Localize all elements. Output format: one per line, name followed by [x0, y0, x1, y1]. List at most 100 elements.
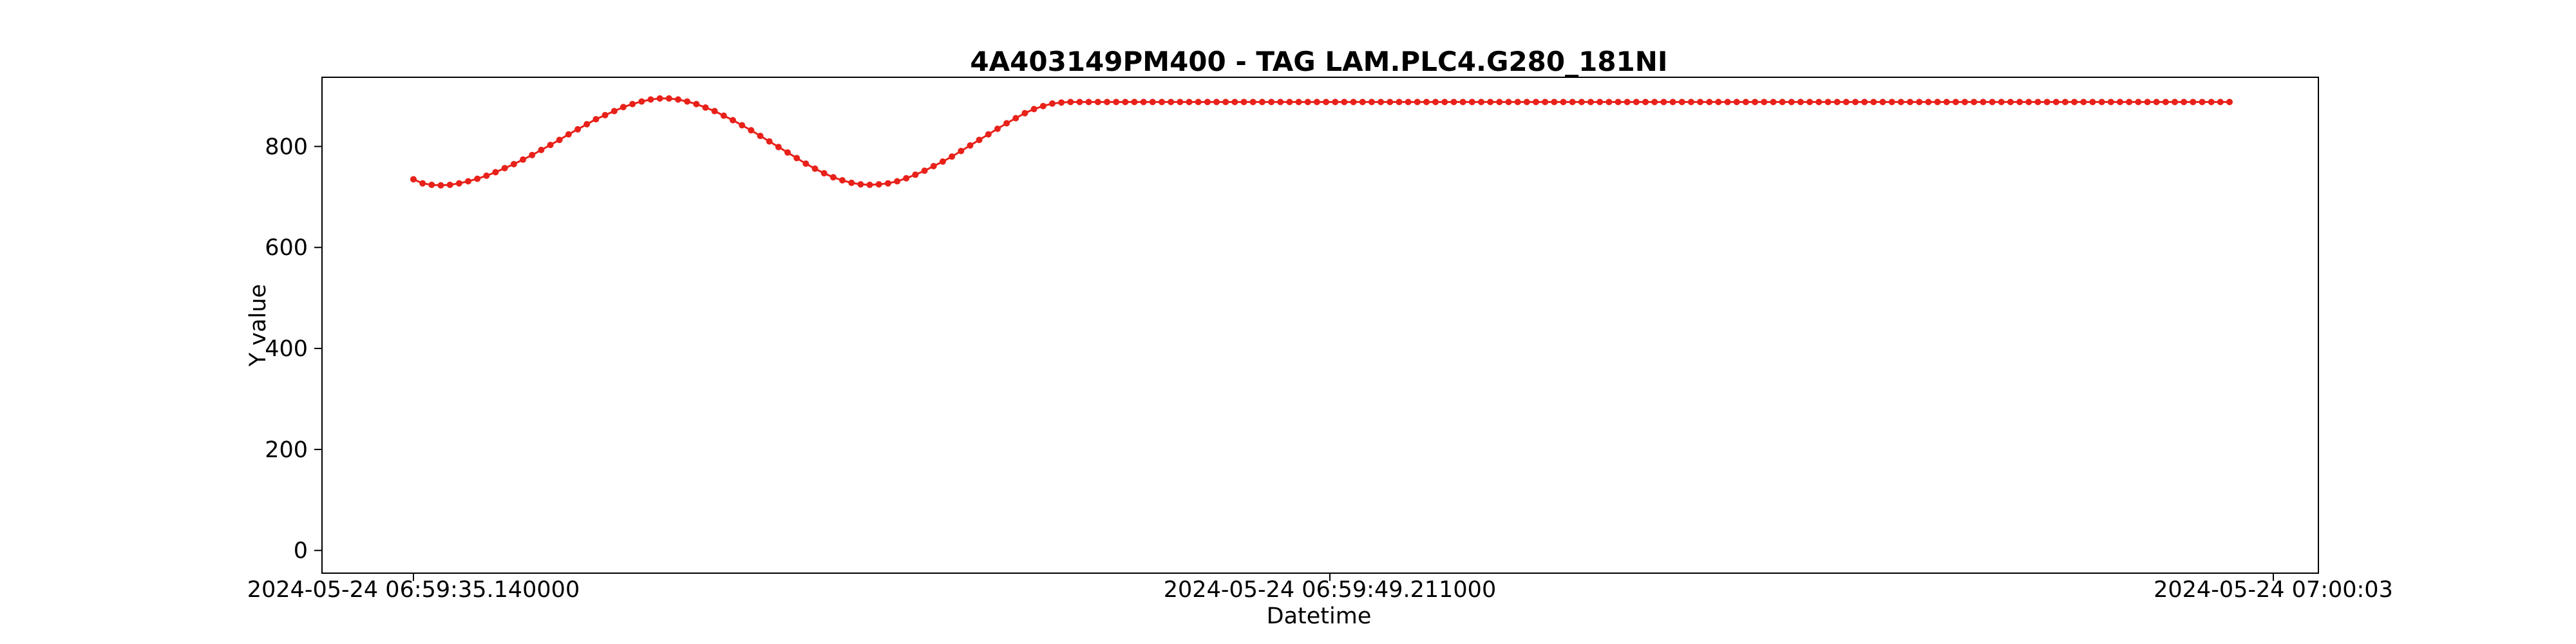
- data-point: [1213, 99, 1220, 106]
- data-point: [1423, 99, 1430, 106]
- data-point: [455, 180, 462, 187]
- data-point: [1478, 99, 1484, 106]
- data-point: [1788, 99, 1795, 106]
- data-point: [1058, 99, 1065, 106]
- data-point: [1980, 99, 1987, 106]
- data-point: [611, 108, 618, 115]
- data-point: [629, 100, 636, 108]
- data-point: [1852, 99, 1859, 106]
- data-point: [1432, 99, 1439, 106]
- data-point: [1861, 99, 1868, 106]
- data-point: [1897, 99, 1904, 106]
- data-point: [2052, 99, 2060, 106]
- data-point: [510, 160, 517, 167]
- data-point: [1842, 99, 1850, 106]
- data-point: [1076, 99, 1083, 106]
- plot-area-frame: [321, 77, 2319, 574]
- data-point: [1879, 99, 1886, 106]
- data-point: [1624, 99, 1631, 106]
- data-point: [1268, 99, 1275, 106]
- data-point: [829, 174, 837, 181]
- data-point: [1642, 99, 1649, 106]
- data-point: [903, 175, 910, 182]
- x-axis: 2024-05-24 06:59:35.140000 2024-05-24 06:…: [247, 573, 2393, 603]
- data-point: [1222, 99, 1229, 106]
- data-point: [985, 131, 992, 138]
- data-point: [1396, 99, 1403, 106]
- data-point: [1560, 99, 1567, 106]
- data-point: [1678, 99, 1685, 106]
- data-point: [2226, 99, 2233, 106]
- series-line: [413, 97, 2230, 187]
- data-point: [994, 126, 1001, 132]
- data-point: [465, 178, 471, 185]
- data-point: [419, 180, 426, 187]
- data-point: [2126, 99, 2133, 106]
- data-point: [693, 100, 700, 108]
- data-point: [1295, 99, 1302, 106]
- data-point: [1441, 99, 1448, 106]
- data-point: [428, 182, 435, 188]
- data-point: [529, 151, 536, 158]
- data-point: [1003, 120, 1010, 127]
- data-point: [912, 171, 919, 178]
- data-point: [1149, 99, 1156, 106]
- data-point: [866, 182, 873, 188]
- data-point: [1186, 99, 1193, 106]
- data-point: [875, 181, 882, 188]
- data-point: [1989, 99, 1996, 106]
- data-point: [1049, 100, 1056, 107]
- data-point: [1113, 99, 1120, 106]
- data-point: [766, 138, 773, 145]
- data-point: [1468, 99, 1475, 106]
- data-point: [601, 111, 609, 118]
- data-point: [2116, 99, 2123, 106]
- data-point: [1039, 102, 1046, 109]
- data-point: [2181, 99, 2188, 106]
- data-point: [1249, 99, 1256, 106]
- data-point: [665, 95, 672, 102]
- data-point: [1706, 99, 1713, 106]
- data-point: [501, 165, 508, 172]
- data-point: [1779, 99, 1786, 106]
- data-point: [1870, 99, 1877, 106]
- data-point: [446, 182, 453, 188]
- data-point: [592, 116, 600, 123]
- data-point: [1587, 99, 1594, 106]
- data-point: [1204, 99, 1211, 106]
- data-point: [1806, 99, 1814, 106]
- data-point: [967, 142, 974, 149]
- data-point: [583, 120, 591, 128]
- data-point: [930, 163, 937, 169]
- data-point: [1742, 99, 1749, 106]
- data-point: [1140, 99, 1147, 106]
- data-point: [556, 137, 563, 144]
- data-point: [492, 169, 499, 176]
- y-tick-label: 0: [294, 538, 308, 564]
- data-point: [2043, 99, 2050, 106]
- data-point: [474, 175, 481, 182]
- data-point: [684, 98, 691, 105]
- data-point: [1542, 99, 1549, 106]
- data-point: [784, 149, 791, 156]
- data-point: [976, 137, 983, 144]
- data-point: [775, 144, 782, 151]
- x-tick-label: 2024-05-24 07:00:03: [2154, 577, 2393, 603]
- data-point: [757, 133, 764, 139]
- data-point: [1934, 99, 1941, 106]
- data-point: [538, 146, 545, 153]
- y-tick-label: 400: [265, 336, 308, 362]
- data-point: [921, 167, 928, 175]
- data-point: [520, 156, 527, 163]
- data-point: [793, 155, 800, 162]
- data-point: [1770, 99, 1777, 106]
- data-point: [939, 158, 946, 165]
- data-point: [2089, 99, 2096, 106]
- data-point: [1815, 99, 1823, 106]
- data-point: [1332, 99, 1339, 106]
- data-point: [1952, 99, 1959, 106]
- data-point: [1094, 99, 1101, 106]
- data-point: [894, 178, 901, 185]
- data-point: [1888, 99, 1895, 106]
- data-point: [2162, 99, 2169, 106]
